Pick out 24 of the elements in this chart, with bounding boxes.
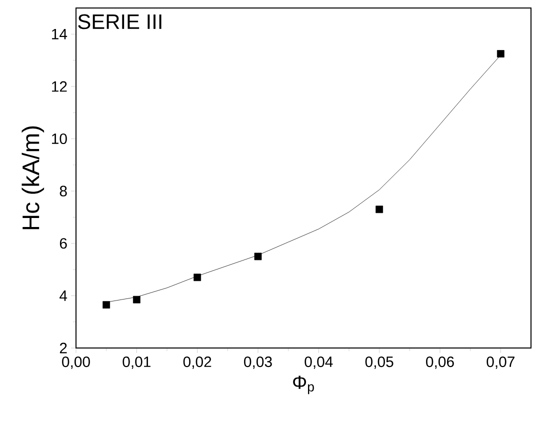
y-axis-title: Hc (kA/m) <box>22 126 44 230</box>
point <box>132 296 140 304</box>
annotation: SERIE III <box>78 14 162 30</box>
x-tick-label: 0,06 <box>426 356 454 369</box>
x-tick-label: 0,07 <box>486 356 514 369</box>
y-tick-label: 6 <box>60 238 67 249</box>
x-tick-label: 0,05 <box>365 356 394 369</box>
y-tick-label: 12 <box>52 81 67 92</box>
point <box>376 206 384 214</box>
x-tick-label: 0,01 <box>122 356 150 369</box>
point <box>254 252 262 260</box>
y-tick-label: 2 <box>60 342 67 354</box>
y-tick-label: 10 <box>52 133 67 144</box>
x-tick-label: 0,00 <box>62 356 90 369</box>
point <box>496 50 504 58</box>
x-tick-label: 0,02 <box>183 356 212 369</box>
x-tick-label: 0,04 <box>304 356 333 369</box>
x-tick-label: 0,03 <box>244 356 272 369</box>
y-tick-label: 4 <box>60 290 68 301</box>
y-tick-label: 8 <box>60 186 67 196</box>
point <box>194 274 202 282</box>
point <box>102 301 110 309</box>
x-axis-title: Φ$_{p}$ <box>293 376 314 394</box>
y-tick-label: 14 <box>52 29 68 40</box>
